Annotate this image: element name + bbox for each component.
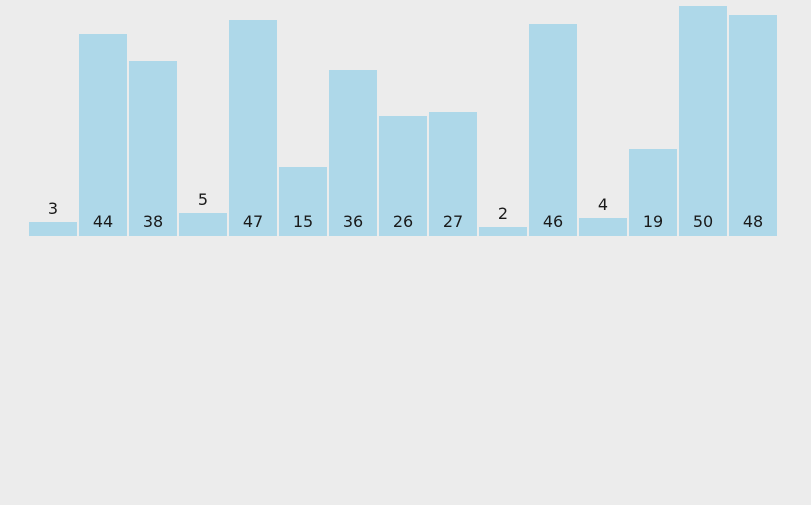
bar-value-label: 27 bbox=[442, 212, 464, 231]
bar-group: 36 bbox=[329, 44, 377, 236]
bar-value-label: 38 bbox=[142, 212, 164, 231]
bar[interactable] bbox=[29, 222, 77, 236]
bar-value-label: 46 bbox=[542, 212, 564, 231]
bar-value-label: 47 bbox=[242, 212, 264, 231]
bar[interactable] bbox=[179, 213, 227, 236]
bar[interactable] bbox=[279, 167, 327, 236]
bar-value-label: 15 bbox=[292, 212, 314, 231]
bar-value-label: 50 bbox=[692, 212, 714, 231]
bar-value-label: 26 bbox=[392, 212, 414, 231]
bar-group: 26 bbox=[379, 90, 427, 236]
bar[interactable] bbox=[79, 34, 127, 236]
bar[interactable] bbox=[579, 218, 627, 236]
bar-group: 50 bbox=[679, 0, 727, 236]
bar-value-label: 48 bbox=[742, 212, 764, 231]
bar-value-label: 19 bbox=[642, 212, 664, 231]
bar-value-label: 2 bbox=[497, 204, 509, 223]
bar-value-label: 44 bbox=[92, 212, 114, 231]
bar-group: 44 bbox=[79, 8, 127, 236]
bar-group: 15 bbox=[279, 141, 327, 236]
bar-group: 5 bbox=[179, 187, 227, 236]
bar[interactable] bbox=[479, 227, 527, 236]
bar-group: 3 bbox=[29, 196, 77, 236]
bar[interactable] bbox=[379, 116, 427, 236]
bar-value-label: 3 bbox=[47, 199, 59, 218]
bar[interactable] bbox=[229, 20, 277, 236]
bar-group: 19 bbox=[629, 123, 677, 236]
bar-group: 4 bbox=[579, 192, 627, 236]
bar-group: 48 bbox=[729, 0, 777, 236]
bar-group: 2 bbox=[479, 201, 527, 236]
bar[interactable] bbox=[129, 61, 177, 236]
bar[interactable] bbox=[679, 6, 727, 236]
bar[interactable] bbox=[729, 15, 777, 236]
bar-value-label: 36 bbox=[342, 212, 364, 231]
bar-group: 27 bbox=[429, 86, 477, 236]
bar[interactable] bbox=[429, 112, 477, 236]
bar[interactable] bbox=[329, 70, 377, 236]
bar-value-label: 4 bbox=[597, 195, 609, 214]
bar-group: 47 bbox=[229, 0, 277, 236]
bar[interactable] bbox=[529, 24, 577, 236]
bar-group: 46 bbox=[529, 0, 577, 236]
bar-value-label: 5 bbox=[197, 190, 209, 209]
bar-group: 38 bbox=[129, 35, 177, 236]
bar[interactable] bbox=[629, 149, 677, 236]
